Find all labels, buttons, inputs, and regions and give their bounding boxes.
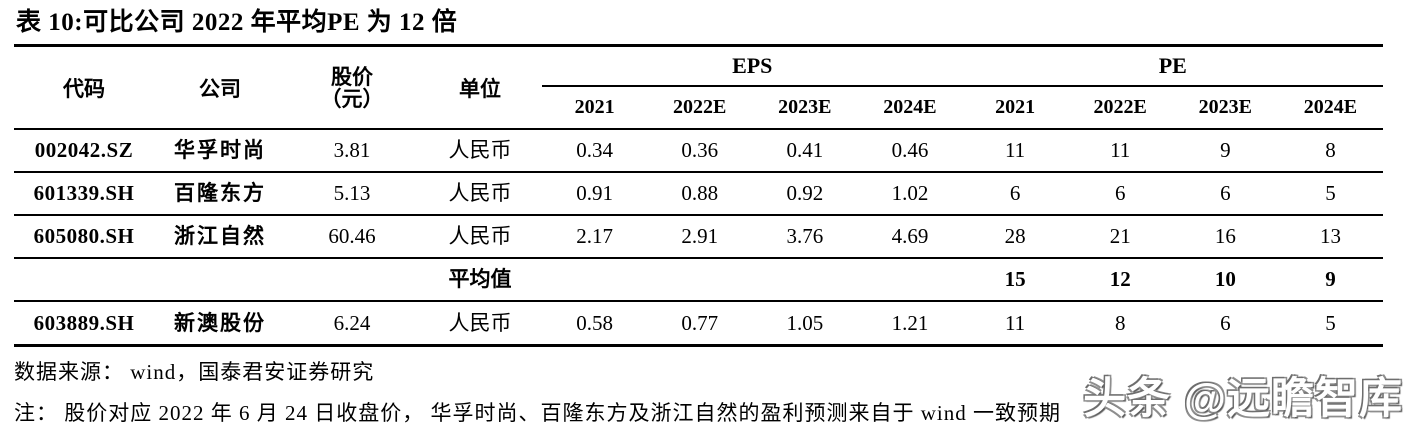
empty-cell	[14, 259, 154, 300]
header-eps-2023e: 2023E	[778, 96, 832, 118]
eps-2022e: 0.88	[681, 181, 719, 205]
stock-price: 5.13	[333, 181, 371, 205]
header-eps-2024e: 2024E	[883, 96, 937, 118]
header-pe-2023e: 2023E	[1198, 96, 1252, 118]
empty-cell	[542, 259, 647, 300]
eps-2023e: 0.92	[786, 181, 824, 205]
stock-price: 60.46	[328, 224, 376, 248]
header-group-eps: EPS	[542, 47, 963, 87]
header-pe-2021: 2021	[995, 96, 1036, 118]
empty-cell	[857, 259, 962, 300]
company-name: 百隆东方	[174, 181, 266, 205]
eps-2021: 0.91	[576, 181, 613, 205]
empty-cell	[286, 259, 418, 300]
table-note: 注： 股价对应 2022 年 6 月 24 日收盘价， 华孚时尚、百隆东方及浙江…	[14, 401, 1061, 425]
eps-2021: 2.17	[576, 224, 613, 248]
pe-2023e: 9	[1220, 138, 1231, 162]
company-name: 浙江自然	[174, 224, 266, 248]
pe-2021: 6	[1009, 181, 1021, 205]
unit: 人民币	[448, 310, 512, 335]
avg-pe-2023e: 10	[1214, 267, 1236, 291]
empty-cell	[752, 259, 857, 300]
stock-code: 603889.SH	[33, 310, 135, 335]
eps-2024e: 1.02	[891, 181, 929, 205]
pe-2024e: 5	[1325, 310, 1336, 335]
stock-code: 605080.SH	[33, 224, 135, 248]
report-table-page: 表 10:可比公司 2022 年平均PE 为 12 倍 代码 公司 股价 （元）…	[14, 0, 1383, 427]
company-name: 华孚时尚	[174, 138, 266, 162]
avg-pe-2022e: 12	[1109, 267, 1131, 291]
average-label: 平均值	[448, 267, 512, 291]
table-row: 605080.SH 浙江自然 60.46 人民币 2.17 2.91 3.76 …	[14, 216, 1383, 259]
unit: 人民币	[448, 224, 512, 248]
table-title: 表 10:可比公司 2022 年平均PE 为 12 倍	[14, 0, 1383, 47]
header-company: 公司	[199, 76, 241, 101]
empty-cell	[154, 259, 286, 300]
header-price-line1: 股价	[331, 64, 373, 89]
header-eps-2022e: 2022E	[673, 96, 727, 118]
header-code: 代码	[63, 76, 105, 101]
eps-2024e: 1.21	[891, 310, 929, 335]
company-name: 新澳股份	[174, 310, 266, 335]
stock-code: 002042.SZ	[34, 138, 134, 162]
pe-2022e: 11	[1110, 138, 1131, 162]
table-row: 603889.SH 新澳股份 6.24 人民币 0.58 0.77 1.05 1…	[14, 302, 1383, 347]
table-row: 601339.SH 百隆东方 5.13 人民币 0.91 0.88 0.92 1…	[14, 173, 1383, 216]
pe-2023e: 16	[1214, 224, 1236, 248]
stock-price: 6.24	[333, 310, 371, 335]
header-group-pe: PE	[962, 47, 1383, 87]
pe-2023e: 6	[1220, 181, 1231, 205]
header-pe-2024e: 2024E	[1303, 96, 1358, 118]
table-header: 代码 公司 股价 （元） 单位 EPS PE 2021 2022E 2023E …	[14, 47, 1383, 130]
eps-2023e: 1.05	[786, 310, 824, 335]
avg-pe-2021: 15	[1004, 267, 1026, 291]
eps-2024e: 0.46	[891, 138, 929, 162]
header-unit: 单位	[459, 76, 501, 101]
stock-price: 3.81	[333, 138, 371, 162]
avg-pe-2024e: 9	[1325, 267, 1336, 291]
data-source: 数据来源： wind，国泰君安证券研究	[14, 360, 375, 384]
empty-cell	[647, 259, 752, 300]
pe-2022e: 21	[1109, 224, 1131, 248]
pe-2023e: 6	[1220, 310, 1231, 335]
header-price: 股价 （元）	[286, 47, 418, 128]
unit: 人民币	[448, 138, 512, 162]
eps-2021: 0.58	[576, 310, 613, 335]
pe-2024e: 8	[1325, 138, 1336, 162]
eps-2023e: 3.76	[786, 224, 824, 248]
pe-2022e: 8	[1114, 310, 1126, 335]
eps-2022e: 0.77	[681, 310, 719, 335]
pe-2024e: 13	[1319, 224, 1341, 248]
pe-2021: 28	[1004, 224, 1026, 248]
average-row: 平均值 15 12 10 9	[14, 259, 1383, 302]
header-price-line2: （元）	[320, 86, 384, 111]
eps-2024e: 4.69	[891, 224, 929, 248]
pe-2021: 11	[1004, 310, 1026, 335]
eps-2022e: 0.36	[681, 138, 719, 162]
unit: 人民币	[448, 181, 512, 205]
table-row: 002042.SZ 华孚时尚 3.81 人民币 0.34 0.36 0.41 0…	[14, 130, 1383, 173]
pe-2024e: 5	[1325, 181, 1336, 205]
pe-2021: 11	[1004, 138, 1026, 162]
eps-2023e: 0.41	[786, 138, 824, 162]
stock-code: 601339.SH	[33, 181, 135, 205]
header-eps-2021: 2021	[574, 96, 615, 118]
header-pe-2022e: 2022E	[1093, 96, 1147, 118]
eps-2022e: 2.91	[681, 224, 719, 248]
watermark: 头条 @远瞻智库	[1083, 375, 1403, 423]
eps-2021: 0.34	[576, 138, 613, 162]
pe-2022e: 6	[1114, 181, 1126, 205]
